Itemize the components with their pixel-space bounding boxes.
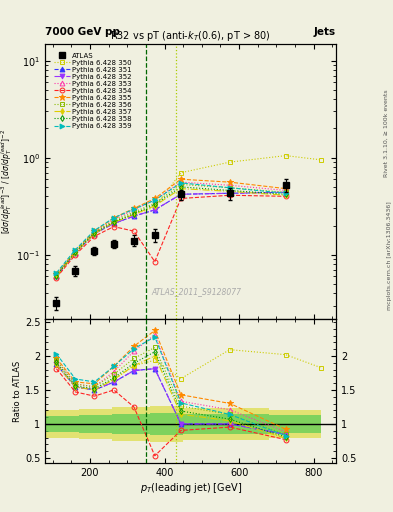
Y-axis label: Ratio to ATLAS: Ratio to ATLAS [13, 360, 22, 421]
Text: ATLAS_2011_S9128077: ATLAS_2011_S9128077 [151, 288, 241, 296]
Title: R32 vs pT (anti-$k_T$(0.6), pT > 80): R32 vs pT (anti-$k_T$(0.6), pT > 80) [110, 29, 271, 44]
Legend: ATLAS, Pythia 6.428 350, Pythia 6.428 351, Pythia 6.428 352, Pythia 6.428 353, P: ATLAS, Pythia 6.428 350, Pythia 6.428 35… [51, 50, 135, 132]
Text: Rivet 3.1.10, ≥ 100k events: Rivet 3.1.10, ≥ 100k events [383, 89, 388, 177]
Text: mcplots.cern.ch [arXiv:1306.3436]: mcplots.cern.ch [arXiv:1306.3436] [387, 202, 392, 310]
Text: 7000 GeV pp: 7000 GeV pp [45, 27, 120, 37]
Y-axis label: $[d\sigma/dp_T^{lead}]^{-3}$ / $[d\sigma/dp_T^{lead}]^{-2}$: $[d\sigma/dp_T^{lead}]^{-3}$ / $[d\sigma… [0, 129, 14, 233]
X-axis label: $p_T$(leading jet) [GeV]: $p_T$(leading jet) [GeV] [140, 481, 242, 495]
Text: Jets: Jets [314, 27, 336, 37]
